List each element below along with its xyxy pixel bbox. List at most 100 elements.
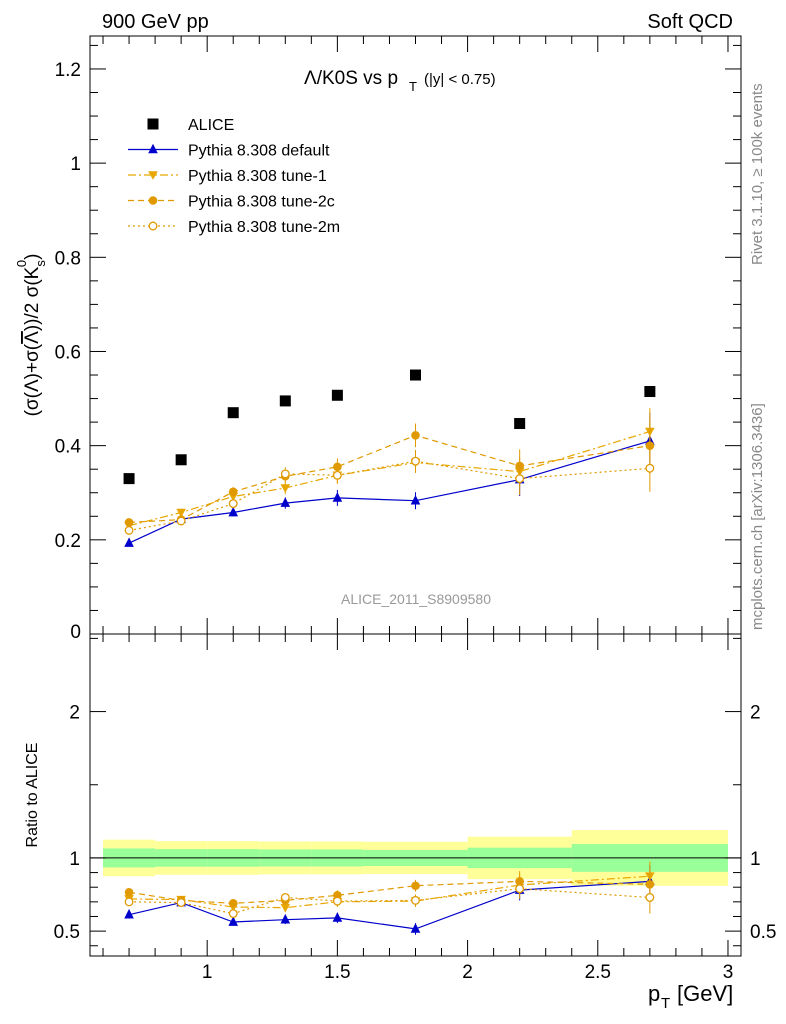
- main-y-label-text: (σ(Λ)+σ(Λ))/2 σ(Ks0): [14, 254, 48, 417]
- legend-marker: [148, 143, 158, 154]
- data-point: [227, 407, 239, 419]
- legend-entry: Pythia 8.308 default: [128, 143, 330, 160]
- ratio-line-2: [129, 880, 650, 904]
- x-label-sub: T: [661, 995, 670, 1012]
- ratio-line-0: [128, 880, 650, 930]
- ratio-plot-area: [90, 830, 741, 935]
- ratio-panel: 1 1.5 2 2.5 3 0.5 0.5 1 1 2 2: [54, 633, 776, 983]
- data-point: [280, 484, 291, 493]
- ratio-point: [411, 881, 420, 891]
- y-tick-label: 1: [70, 154, 81, 175]
- header-left: 900 GeV pp: [102, 11, 209, 33]
- y-sup-0: 0: [14, 260, 29, 267]
- ratio-point: [332, 896, 342, 906]
- main-x-ticks: [102, 36, 729, 634]
- main-title-cut: (|y| < 0.75): [424, 71, 496, 88]
- legend-label: ALICE: [188, 117, 234, 134]
- ratio-y-tick-label-left: 1: [69, 849, 80, 870]
- data-point: [279, 395, 291, 407]
- rivet-label: Rivet 3.1.10, ≥ 100k events: [749, 83, 766, 265]
- legend-entry: ALICE: [147, 117, 234, 134]
- data-point: [176, 508, 186, 518]
- y-tick-label: 0.8: [55, 248, 81, 269]
- ratio-x-ticks: 1 1.5 2 2.5 3: [102, 634, 734, 983]
- ratio-point: [332, 912, 343, 922]
- series-1: [124, 412, 655, 547]
- data-point: [176, 516, 186, 526]
- ratio-line-3: [129, 888, 650, 915]
- ratio-point: [124, 888, 134, 897]
- main-plot-area: [123, 369, 656, 547]
- watermark-analysis: ALICE_2011_S8909580: [341, 591, 491, 607]
- ratio-y-ticks: 0.5 0.5 1 1 2 2: [54, 637, 776, 947]
- data-point: [124, 525, 134, 535]
- y-tick-label: 0.2: [55, 531, 81, 552]
- ratio-series-3: [124, 878, 655, 919]
- legend: ALICE Pythia 8.308 default Pythia 8.308 tu…: [128, 117, 340, 236]
- data-point: [280, 497, 291, 507]
- x-tick-label: 3: [723, 962, 734, 983]
- x-label-p: p: [648, 981, 660, 1006]
- series-line-1: [128, 440, 651, 544]
- data-point: [228, 499, 238, 509]
- ratio-point: [124, 897, 134, 907]
- ratio-y-tick-label-left: 0.5: [54, 922, 80, 943]
- legend-label: Pythia 8.308 default: [188, 143, 330, 160]
- data-point: [644, 386, 656, 398]
- y-tick-label: 0.4: [55, 437, 82, 458]
- series-line-4: [128, 460, 650, 531]
- ratio-point: [515, 884, 525, 894]
- ratio-y-tick-label-right: 1: [750, 849, 761, 870]
- data-point: [228, 487, 238, 497]
- data-point: [514, 418, 526, 430]
- series-2: [124, 407, 655, 531]
- data-point: [331, 389, 343, 401]
- data-point: [332, 470, 342, 480]
- legend-label: Pythia 8.308 tune-1: [188, 168, 327, 185]
- legend-marker: [148, 196, 158, 205]
- main-y-ticks: 0 0.2 0.4 0.6 0.8 1 1.2: [55, 44, 741, 643]
- ratio-point: [280, 913, 291, 924]
- data-point: [332, 492, 343, 502]
- data-point: [410, 494, 421, 505]
- data-point: [123, 473, 135, 485]
- data-point: [175, 454, 187, 466]
- legend-entry: Pythia 8.308 tune-2m: [128, 219, 340, 236]
- ratio-y-tick-label-left: 2: [69, 703, 80, 724]
- data-point: [411, 430, 420, 440]
- ratio-line-1: [129, 875, 650, 909]
- legend-label: Pythia 8.308 tune-2m: [188, 219, 340, 236]
- data-point: [124, 518, 134, 527]
- y-sub-s: s: [33, 260, 48, 267]
- data-point: [645, 463, 655, 473]
- ratio-point: [410, 923, 421, 933]
- ratio-point: [645, 893, 655, 902]
- data-point: [410, 369, 421, 381]
- ratio-point: [280, 903, 291, 913]
- data-point: [280, 469, 290, 479]
- series-line-2: [128, 430, 651, 527]
- ratio-point: [228, 916, 239, 926]
- ratio-frame: [89, 633, 742, 957]
- header-right: Soft QCD: [647, 11, 733, 33]
- ratio-y-label: Ratio to ALICE: [24, 743, 41, 848]
- legend-marker: [148, 171, 158, 180]
- x-tick-label: 2.5: [585, 962, 611, 983]
- data-point: [515, 474, 525, 484]
- ratio-y-tick-label-right: 2: [750, 703, 761, 724]
- x-axis-label: p T [GeV]: [648, 981, 733, 1012]
- ratio-point: [228, 899, 238, 908]
- x-label-unit: [GeV]: [677, 981, 733, 1006]
- legend-label: Pythia 8.308 tune-2c: [188, 194, 335, 211]
- y-tick-label: 1.2: [55, 60, 81, 81]
- series-line-3: [129, 434, 650, 523]
- main-y-label: (σ(Λ)+σ(Λ))/2 σ(Ks0): [14, 254, 48, 417]
- y-tick-label: 0.6: [55, 342, 81, 363]
- ratio-point: [411, 895, 420, 905]
- series-0: [123, 369, 656, 485]
- ratio-point: [228, 909, 238, 919]
- mcplots-label: mcplots.cern.ch [arXiv:1306.3436]: [749, 403, 766, 630]
- ratio-point: [280, 893, 290, 902]
- ratio-point: [176, 898, 186, 908]
